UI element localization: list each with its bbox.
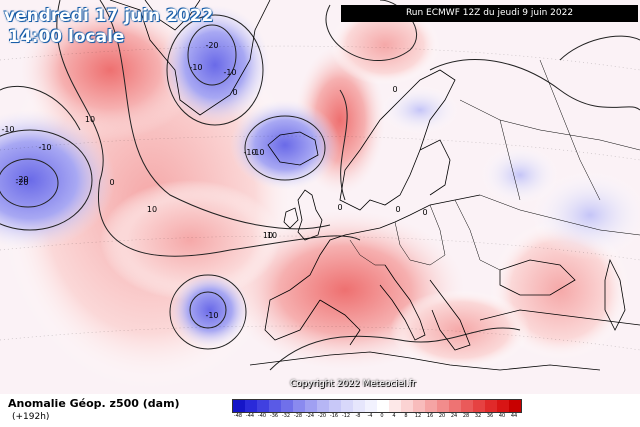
contour-label: 10 <box>267 231 277 240</box>
contour-label: 10 <box>263 231 273 240</box>
contour-label: -20 <box>205 41 218 50</box>
color-scale-cell <box>485 400 497 412</box>
forecast-time: 14:00 locale <box>8 27 125 47</box>
color-scale-cell <box>281 400 293 412</box>
color-scale-cell <box>233 400 245 412</box>
color-scale-cell <box>377 400 389 412</box>
color-scale-tick-label: 8 <box>404 413 408 419</box>
color-scale-cell <box>449 400 461 412</box>
contour-label: -10 <box>189 63 202 72</box>
color-scale-tick-label: -8 <box>355 413 361 419</box>
coastlines <box>109 0 640 371</box>
color-scale-tick-label: 20 <box>438 413 446 419</box>
contour-label: 0 <box>232 88 237 97</box>
color-scale-tick-label: -24 <box>305 413 315 419</box>
color-scale-cell <box>425 400 437 412</box>
anomaly-area <box>230 100 340 190</box>
anomaly-area <box>390 290 530 370</box>
color-scale <box>232 399 522 413</box>
contour-label: 0 <box>392 85 397 94</box>
forecast-date: vendredi 17 juin 2022 <box>4 6 214 26</box>
color-scale-tick-label: -4 <box>367 413 373 419</box>
contour-label: -10 <box>205 311 218 320</box>
color-scale-tick-label: 16 <box>426 413 434 419</box>
color-scale-cell <box>437 400 449 412</box>
color-scale-tick-label: 4 <box>392 413 396 419</box>
grid-lines <box>0 45 640 351</box>
color-scale-tick-label: -32 <box>281 413 291 419</box>
color-scale-tick-label: 24 <box>450 413 458 419</box>
contour-label: -10 <box>38 143 51 152</box>
color-scale-cell <box>269 400 281 412</box>
color-scale-cell <box>497 400 509 412</box>
color-scale-cell <box>413 400 425 412</box>
color-scale-cell <box>401 400 413 412</box>
color-scale-cell <box>305 400 317 412</box>
color-scale-tick-label: 12 <box>414 413 422 419</box>
anomaly-area <box>530 170 640 260</box>
contour-label: -10 <box>243 148 256 157</box>
color-scale-tick-label: -20 <box>317 413 327 419</box>
color-scale-cell <box>353 400 365 412</box>
copyright: Copyright 2022 Meteociel.fr <box>290 379 416 389</box>
contour-label: -10 <box>1 125 14 134</box>
run-info: Run ECMWF 12Z du jeudi 9 juin 2022 <box>341 5 638 22</box>
contour-label: -10 <box>223 68 236 77</box>
anomaly-map: -20 -10 -10 -20 -10 -10 0 10 10 -10 -20 -10 10 0 0 0 -10… <box>0 0 640 394</box>
color-scale-cell <box>461 400 473 412</box>
anomaly-area <box>380 85 460 135</box>
color-scale-tick-label: -40 <box>257 413 267 419</box>
contour-label: 10 <box>147 205 157 214</box>
contour-label: 0 <box>109 178 114 187</box>
color-scale-cell <box>293 400 305 412</box>
color-scale-tick-label: -44 <box>245 413 255 419</box>
contour-label: 0 <box>395 205 400 214</box>
contour-label: 0 <box>337 203 342 212</box>
color-scale-cell <box>245 400 257 412</box>
contour-label: -20 <box>15 175 28 184</box>
contour-label: -10 <box>251 148 264 157</box>
color-scale-cell <box>341 400 353 412</box>
color-scale-cell <box>473 400 485 412</box>
color-scale-tick-label: -16 <box>329 413 339 419</box>
legend-title: Anomalie Géop. z500 (dam) <box>8 397 180 410</box>
color-scale-tick-label: 44 <box>510 413 518 419</box>
color-scale-cell <box>317 400 329 412</box>
color-scale-tick-label: -36 <box>269 413 279 419</box>
map-canvas: -20-10-10-20-10-1001010-10-20-1010000-10… <box>0 0 640 394</box>
anomaly-area <box>100 180 280 300</box>
color-scale-cell <box>329 400 341 412</box>
color-scale-tick-label: -28 <box>293 413 303 419</box>
contour-label: 0 <box>422 208 427 217</box>
contour-label: 10 <box>85 115 95 124</box>
color-scale-tick-label: 32 <box>474 413 482 419</box>
anomaly-area <box>20 0 200 140</box>
anomaly-area <box>170 272 250 348</box>
color-scale-tick-label: 40 <box>498 413 506 419</box>
legend-bar: Anomalie Géop. z500 (dam) (+192h) -48 -44… <box>0 394 640 427</box>
legend-subtitle: (+192h) <box>12 412 50 422</box>
color-scale-tick-label: 36 <box>486 413 494 419</box>
contour-label: -20 <box>15 178 28 187</box>
anomaly-area <box>480 145 560 205</box>
color-scale-cell <box>257 400 269 412</box>
color-scale-tick-label: -12 <box>341 413 351 419</box>
contour-lines <box>0 0 640 371</box>
color-scale-tick-label: 28 <box>462 413 470 419</box>
anomaly-area <box>160 5 270 125</box>
color-scale-tick-label: 0 <box>380 413 384 419</box>
color-scale-tick-label: -48 <box>233 413 243 419</box>
contour-labels: -20-10-10-20-10-1001010-10-20-1010000-10… <box>1 41 427 320</box>
color-scale-cell <box>509 400 521 412</box>
color-scale-cell <box>389 400 401 412</box>
anomaly-area <box>330 5 440 85</box>
color-scale-cell <box>365 400 377 412</box>
